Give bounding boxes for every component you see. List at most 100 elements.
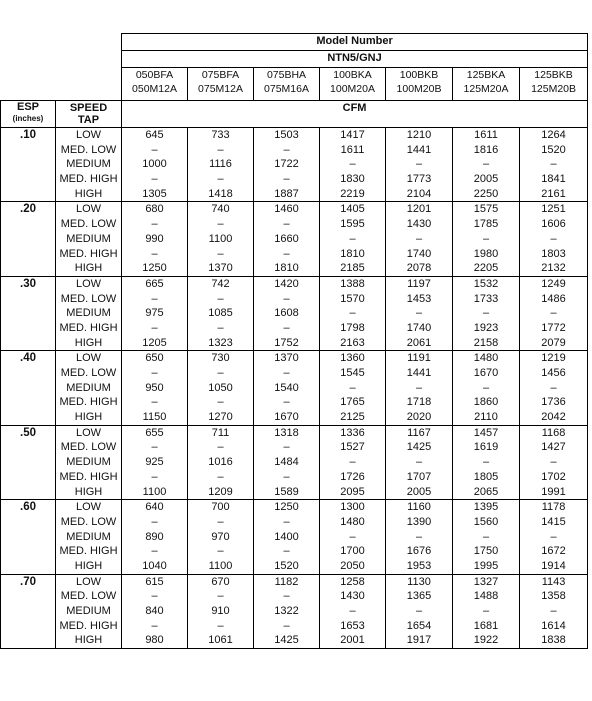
cfm-value: – (151, 247, 158, 260)
speed-tap-list: LOW MED. LOW MEDIUM MED. HIGH HIGH (55, 201, 122, 277)
esp-value: .30 (0, 275, 56, 352)
cfm-value: – (349, 158, 356, 171)
cfm-value: 1589 (274, 485, 299, 498)
cfm-value: – (415, 456, 423, 469)
cfm-value: 1016 (208, 456, 233, 469)
cfm-value: 655 (145, 426, 164, 439)
cfm-value: – (151, 218, 158, 231)
speed-tap-label: HIGH (74, 559, 103, 572)
cfm-value: – (217, 321, 224, 334)
cfm-value: 1143 (541, 575, 566, 588)
cfm-value: 2079 (541, 336, 566, 349)
cfm-value: 1100 (208, 559, 233, 572)
cfm-cell: 1420–1608–1752 (253, 275, 320, 352)
cfm-cell: 1370 – 1540 – 1670 (253, 350, 320, 426)
cfm-value: – (283, 396, 290, 409)
esp-row: .40 LOW MED. LOW MEDIUM MED. HIGH HIGH 650 – 950… (0, 350, 589, 426)
header-row-model: Model Number (1, 33, 589, 51)
model-number-heading: Model Number (120, 33, 589, 51)
cfm-cell: 1178 1415 – 1672 1914 (518, 499, 589, 575)
cfm-value: 742 (211, 277, 230, 290)
cfm-value: 1914 (541, 559, 566, 572)
speed-tap-label: MED. LOW (60, 515, 117, 528)
speed-tap-label: MED. HIGH (59, 545, 118, 558)
cfm-value: 2061 (406, 336, 432, 349)
cfm-value: 925 (145, 456, 164, 469)
cfm-value: 1388 (340, 277, 365, 290)
cfm-value: 1736 (541, 396, 566, 409)
cfm-cell: 1251 1606– 1803 2132 (518, 201, 589, 277)
esp-row: .20 LOW MED. LOW MEDIUM MED. HIGH HIGH 680–990… (0, 201, 589, 277)
model-code: 075BFA (201, 69, 240, 81)
cfm-value: – (151, 396, 158, 409)
cfm-value: 711 (211, 426, 230, 439)
cfm-cell: 1318–1484–1589 (253, 424, 320, 501)
cfm-cell: 650 – 950 – 1150 (121, 350, 188, 426)
cfm-value: 1427 (541, 441, 566, 454)
speed-tap-label: MEDIUM (66, 605, 111, 617)
cfm-value: – (151, 292, 158, 305)
cfm-value: – (550, 381, 557, 394)
cfm-value: 2110 (474, 411, 498, 424)
cfm-value: 2104 (406, 187, 432, 200)
cfm-value: 730 (211, 352, 230, 365)
cfm-cell: 1480 1670 – 1860 2110 (452, 350, 520, 426)
cfm-value: 1923 (473, 321, 499, 334)
cfm-cell: 1417 1611 – 1830 2219 (319, 126, 386, 203)
cfm-value: – (482, 605, 490, 617)
cfm-cell: 615 – 840 – 980 (121, 573, 188, 650)
cfm-value: – (482, 232, 490, 245)
cfm-value: 1681 (473, 619, 499, 632)
cfm-value: – (217, 619, 224, 632)
cfm-cell: 1532 1733 –1923 2158 (452, 275, 520, 352)
cfm-value: – (217, 292, 224, 305)
cfm-cell: 1300 1480 – 1700 2050 (319, 499, 386, 575)
cfm-value: 1611 (474, 129, 498, 141)
cfm-value: 1425 (274, 634, 299, 647)
cfm-value: 1595 (340, 218, 365, 231)
cfm-cell: 1336 1527 –1726 2095 (319, 424, 386, 501)
cfm-value: – (415, 232, 423, 245)
cfm-value: 1798 (340, 321, 365, 334)
cfm-value: – (482, 381, 490, 394)
cfm-value: 2158 (473, 336, 499, 349)
cfm-value: 2042 (541, 411, 566, 424)
cfm-value: 1980 (473, 247, 499, 260)
cfm-value: 1575 (473, 203, 499, 216)
cfm-value: – (217, 515, 224, 528)
model-code: 075BHA (266, 69, 307, 81)
cfm-value: 1484 (274, 456, 299, 469)
cfm-value: – (217, 470, 224, 483)
cfm-value: – (151, 143, 158, 156)
model-code: 100BKB (399, 69, 439, 81)
esp-value: .50 (0, 424, 56, 501)
cfm-value: 950 (145, 381, 164, 394)
cfm-value: 890 (145, 530, 164, 543)
cfm-value: 1040 (142, 559, 167, 572)
cfm-value: 1726 (340, 470, 365, 483)
esp-value: .40 (0, 350, 56, 426)
cfm-value: 2125 (340, 411, 365, 424)
cfm-value: 1201 (406, 203, 432, 216)
cfm-value: 2005 (473, 173, 499, 186)
cfm-value: 1805 (473, 470, 499, 483)
cfm-value: 1100 (142, 485, 167, 498)
cfm-value: 2095 (340, 485, 365, 498)
cfm-table: Model Number NTN5/GNJ 050BFA 050M12A 075BF… (0, 33, 589, 650)
cfm-value: – (151, 321, 158, 334)
model-code: 100BKA (333, 69, 372, 81)
cfm-value: – (349, 381, 356, 394)
esp-row: .30 LOW MED. LOW MEDIUM MED. HIGH HIGH 665–975… (0, 275, 589, 352)
cfm-heading: CFM (120, 100, 589, 128)
cfm-value: 1323 (208, 336, 233, 349)
cfm-value: 1441 (406, 143, 432, 156)
cfm-value: 1258 (340, 575, 365, 588)
cfm-value: 1250 (274, 501, 299, 514)
cfm-value: 680 (145, 203, 164, 216)
cfm-value: 1887 (274, 187, 299, 200)
esp-label: ESP (16, 101, 39, 114)
cfm-value: 2005 (406, 485, 432, 498)
cfm-value: 1205 (142, 336, 167, 349)
cfm-value: 1654 (406, 619, 432, 632)
